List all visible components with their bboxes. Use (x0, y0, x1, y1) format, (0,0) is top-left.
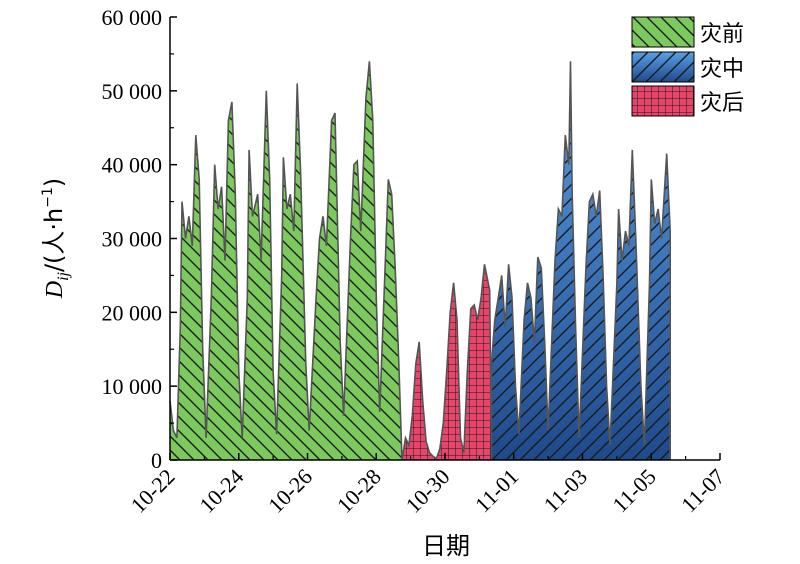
series-hatch-1 (402, 264, 492, 460)
y-tick-label: 0 (151, 448, 162, 473)
y-axis-title-rest: /(人·h (40, 208, 68, 272)
legend-label-after: 灾后 (700, 91, 744, 116)
y-axis-title: Dij/(人·h−1) (40, 178, 72, 300)
y-tick-label: 40 000 (102, 153, 163, 178)
y-axis-title-close: ) (40, 178, 68, 187)
y-tick-label: 60 000 (102, 5, 163, 30)
series-layer (169, 61, 671, 461)
ticks-layer: 0 10 000 20 000 30 000 40 000 50 000 60 000 10-… (102, 5, 730, 518)
x-tick-label: 11-05 (607, 464, 660, 517)
x-tick-label: 10-30 (401, 464, 455, 518)
x-tick-label: 11-01 (470, 464, 523, 517)
legend-label-during: 灾中 (700, 57, 744, 82)
legend-swatch-after-hatch (631, 85, 695, 117)
x-axis-title: 日期 (422, 532, 470, 560)
x-tick-label: 10-26 (263, 464, 317, 518)
y-axis-title-main: D (42, 281, 68, 299)
y-tick-label: 20 000 (102, 300, 163, 325)
x-tick-label: 10-24 (194, 464, 248, 518)
legend: 灾前 灾中 灾后 (631, 16, 744, 117)
y-tick-label: 30 000 (102, 227, 163, 252)
legend-label-before: 灾前 (700, 22, 744, 47)
series-line-2 (490, 61, 671, 460)
y-axis-title-sub: ij (55, 271, 72, 280)
x-tick-label: 11-03 (539, 464, 592, 517)
series-line-0 (169, 61, 403, 461)
x-tick-label: 10-28 (332, 464, 386, 518)
legend-swatch-during-hatch (631, 51, 695, 83)
legend-swatch-before-hatch (631, 16, 695, 48)
series-hatch-2 (491, 61, 671, 461)
x-tick-label: 11-07 (676, 464, 729, 517)
y-tick-label: 50 000 (102, 79, 163, 104)
x-tick-label: 10-22 (126, 464, 180, 518)
series-line-1 (401, 264, 493, 461)
y-axis-title-sup: −1 (40, 187, 56, 208)
y-tick-label: 10 000 (102, 374, 163, 399)
